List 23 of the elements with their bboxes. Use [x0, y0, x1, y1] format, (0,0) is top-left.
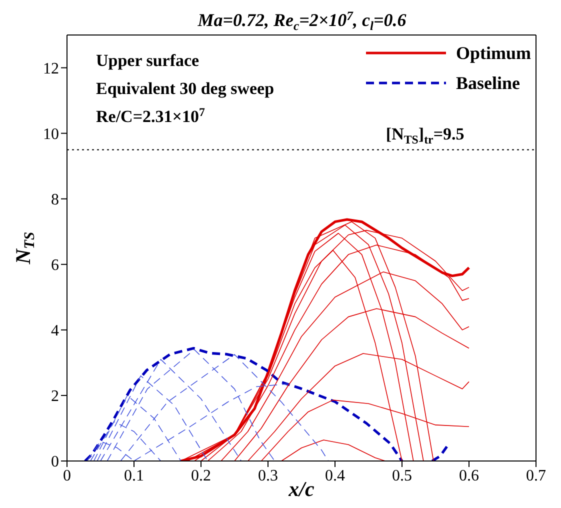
annotation: Upper surface [96, 51, 200, 70]
x-tick-label: 0.3 [258, 467, 278, 484]
x-tick-label: 0.4 [325, 467, 345, 484]
y-tick-label: 12 [43, 60, 59, 78]
x-tick-label: 0 [63, 467, 71, 484]
ref-line-label: [N$_{TS}$]$_{tr}$=9.5 [386, 124, 464, 147]
legend-label: Optimum [456, 42, 531, 64]
annotation: Equivalent 30 deg sweep [96, 79, 274, 98]
annotation: Re/C=2.31×10$^{7}$ [96, 105, 205, 126]
y-tick-label: 6 [51, 257, 59, 274]
x-axis-title: x/c [288, 477, 316, 501]
chart-title: Ma=0.72, Re$_{c}$=2×10$^{7}$, c$_{l}$=0.6 [196, 9, 406, 33]
x-tick-label: 0.7 [526, 467, 546, 484]
x-tick-label: 0.6 [459, 467, 479, 484]
x-tick-label: 0.2 [191, 467, 211, 484]
y-tick-label: 2 [51, 388, 59, 406]
y-tick-label: 10 [43, 126, 59, 143]
y-tick-label: 0 [51, 454, 59, 471]
y-tick-label: 8 [51, 192, 59, 209]
y-tick-label: 4 [51, 322, 59, 340]
legend-label: Baseline [456, 72, 520, 94]
x-tick-label: 0.1 [124, 467, 144, 484]
x-tick-label: 0.5 [392, 467, 412, 484]
